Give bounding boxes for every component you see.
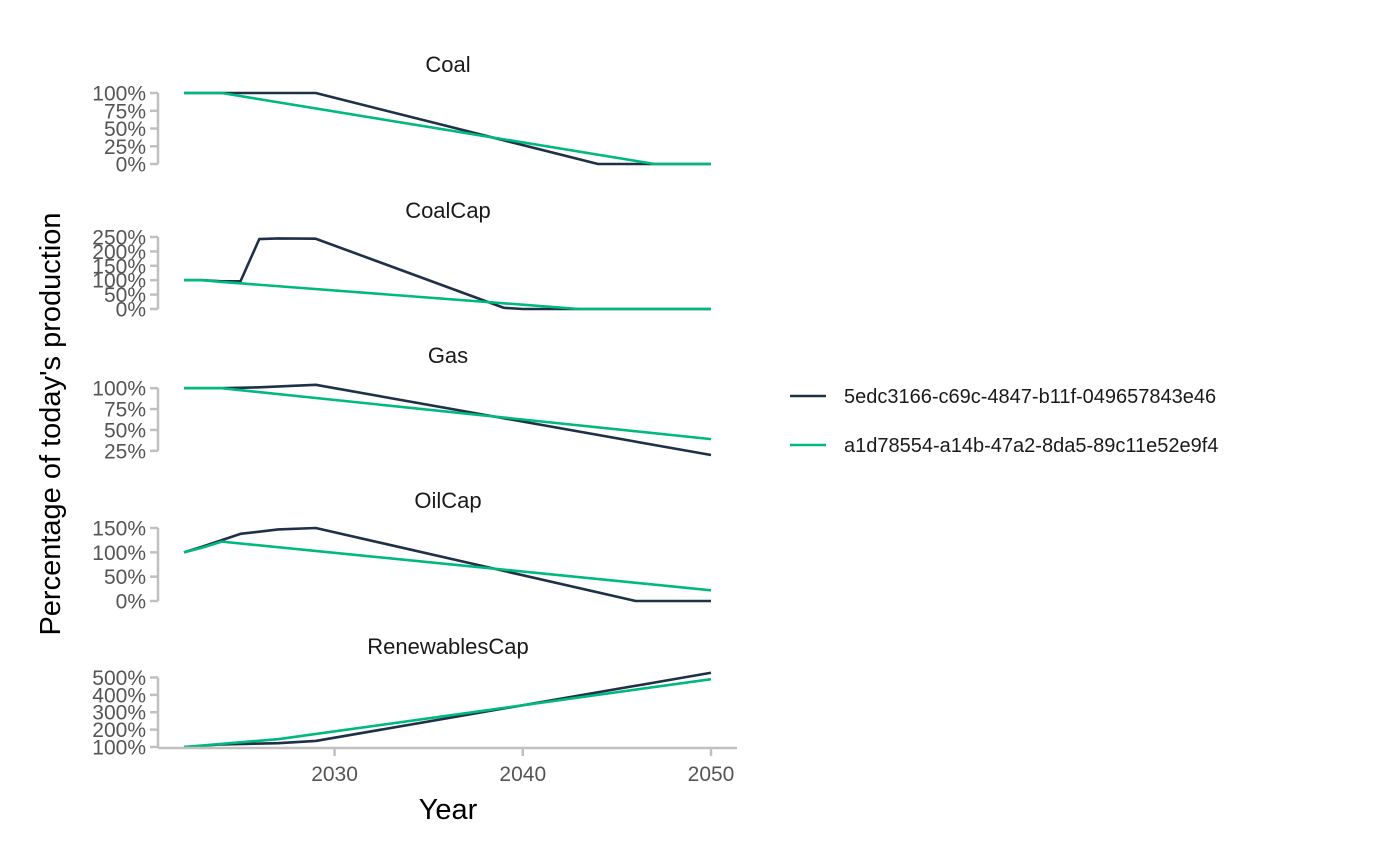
series-line-1 — [184, 383, 712, 457]
legend-item: 5edc3166-c69c-4847-b11f-049657843e46 — [790, 386, 1216, 408]
y-tick-label: 100% — [92, 270, 146, 293]
panel-title: OilCap — [414, 488, 481, 513]
panel-title: Gas — [428, 343, 468, 368]
y-tick-label: 75% — [104, 100, 146, 123]
legend-item: a1d78554-a14b-47a2-8da5-89c11e52e9f4 — [790, 435, 1218, 457]
y-tick-label: 25% — [104, 440, 146, 463]
x-tick-label: 2040 — [499, 763, 546, 786]
y-tick-label: 150% — [92, 518, 146, 541]
y-tick-label: 100% — [92, 378, 146, 401]
y-tick-label: 200% — [92, 241, 146, 264]
y-tick-label: 0% — [116, 299, 146, 322]
y-tick-label: 500% — [92, 667, 146, 690]
y-tick-label: 400% — [92, 684, 146, 707]
panel-title: Coal — [425, 52, 470, 77]
y-tick-label: 75% — [104, 399, 146, 422]
y-tick-label: 100% — [92, 737, 146, 760]
series-line-2 — [183, 677, 712, 749]
y-tick-label: 300% — [92, 702, 146, 725]
y-tick-label: 0% — [116, 154, 146, 177]
y-tick-label: 25% — [104, 136, 146, 159]
facet-panels: Coal0%25%50%75%100%CoalCap0%50%100%150%2… — [92, 52, 712, 760]
series-line-2 — [184, 278, 711, 311]
y-tick-label: 100% — [92, 83, 146, 106]
series-line-1 — [184, 91, 711, 166]
y-axis-title: Percentage of today's production — [35, 212, 67, 635]
panel-title: CoalCap — [405, 198, 491, 223]
x-tick-label: 2050 — [688, 763, 735, 786]
y-tick-label: 50% — [104, 118, 146, 141]
x-tick-label: 2030 — [311, 763, 358, 786]
y-tick-label: 200% — [92, 719, 146, 742]
panel-oilcap: OilCap 0%50%100%150% — [92, 488, 712, 614]
series-line-1 — [183, 671, 712, 749]
panel-renewablescap: RenewablesCap 100%200%300%400%500% — [92, 634, 712, 760]
panel-coalcap: CoalCap 0%50%100%150%200%250% — [92, 198, 711, 322]
y-tick-label: 50% — [104, 284, 146, 307]
y-tick-label: 50% — [104, 566, 146, 589]
legend-label: 5edc3166-c69c-4847-b11f-049657843e46 — [844, 386, 1216, 408]
y-tick-label: 250% — [92, 227, 146, 250]
panel-title: RenewablesCap — [367, 634, 528, 659]
series-line-2 — [183, 540, 712, 592]
y-tick-label: 0% — [116, 591, 146, 614]
series-line-2 — [184, 91, 711, 166]
legend-label: a1d78554-a14b-47a2-8da5-89c11e52e9f4 — [844, 435, 1218, 457]
panel-gas: Gas 25%50%75%100% — [92, 343, 712, 463]
legend: 5edc3166-c69c-4847-b11f-049657843e46 a1d7… — [790, 386, 1218, 457]
x-axis: 2030 2040 2050 — [158, 746, 737, 786]
panel-coal: Coal 0%25%50%75%100% — [92, 52, 711, 177]
x-axis-title: Year — [419, 794, 478, 826]
series-line-2 — [184, 386, 712, 441]
y-tick-label: 150% — [92, 255, 146, 278]
y-tick-label: 100% — [92, 542, 146, 565]
y-tick-label: 50% — [104, 419, 146, 442]
